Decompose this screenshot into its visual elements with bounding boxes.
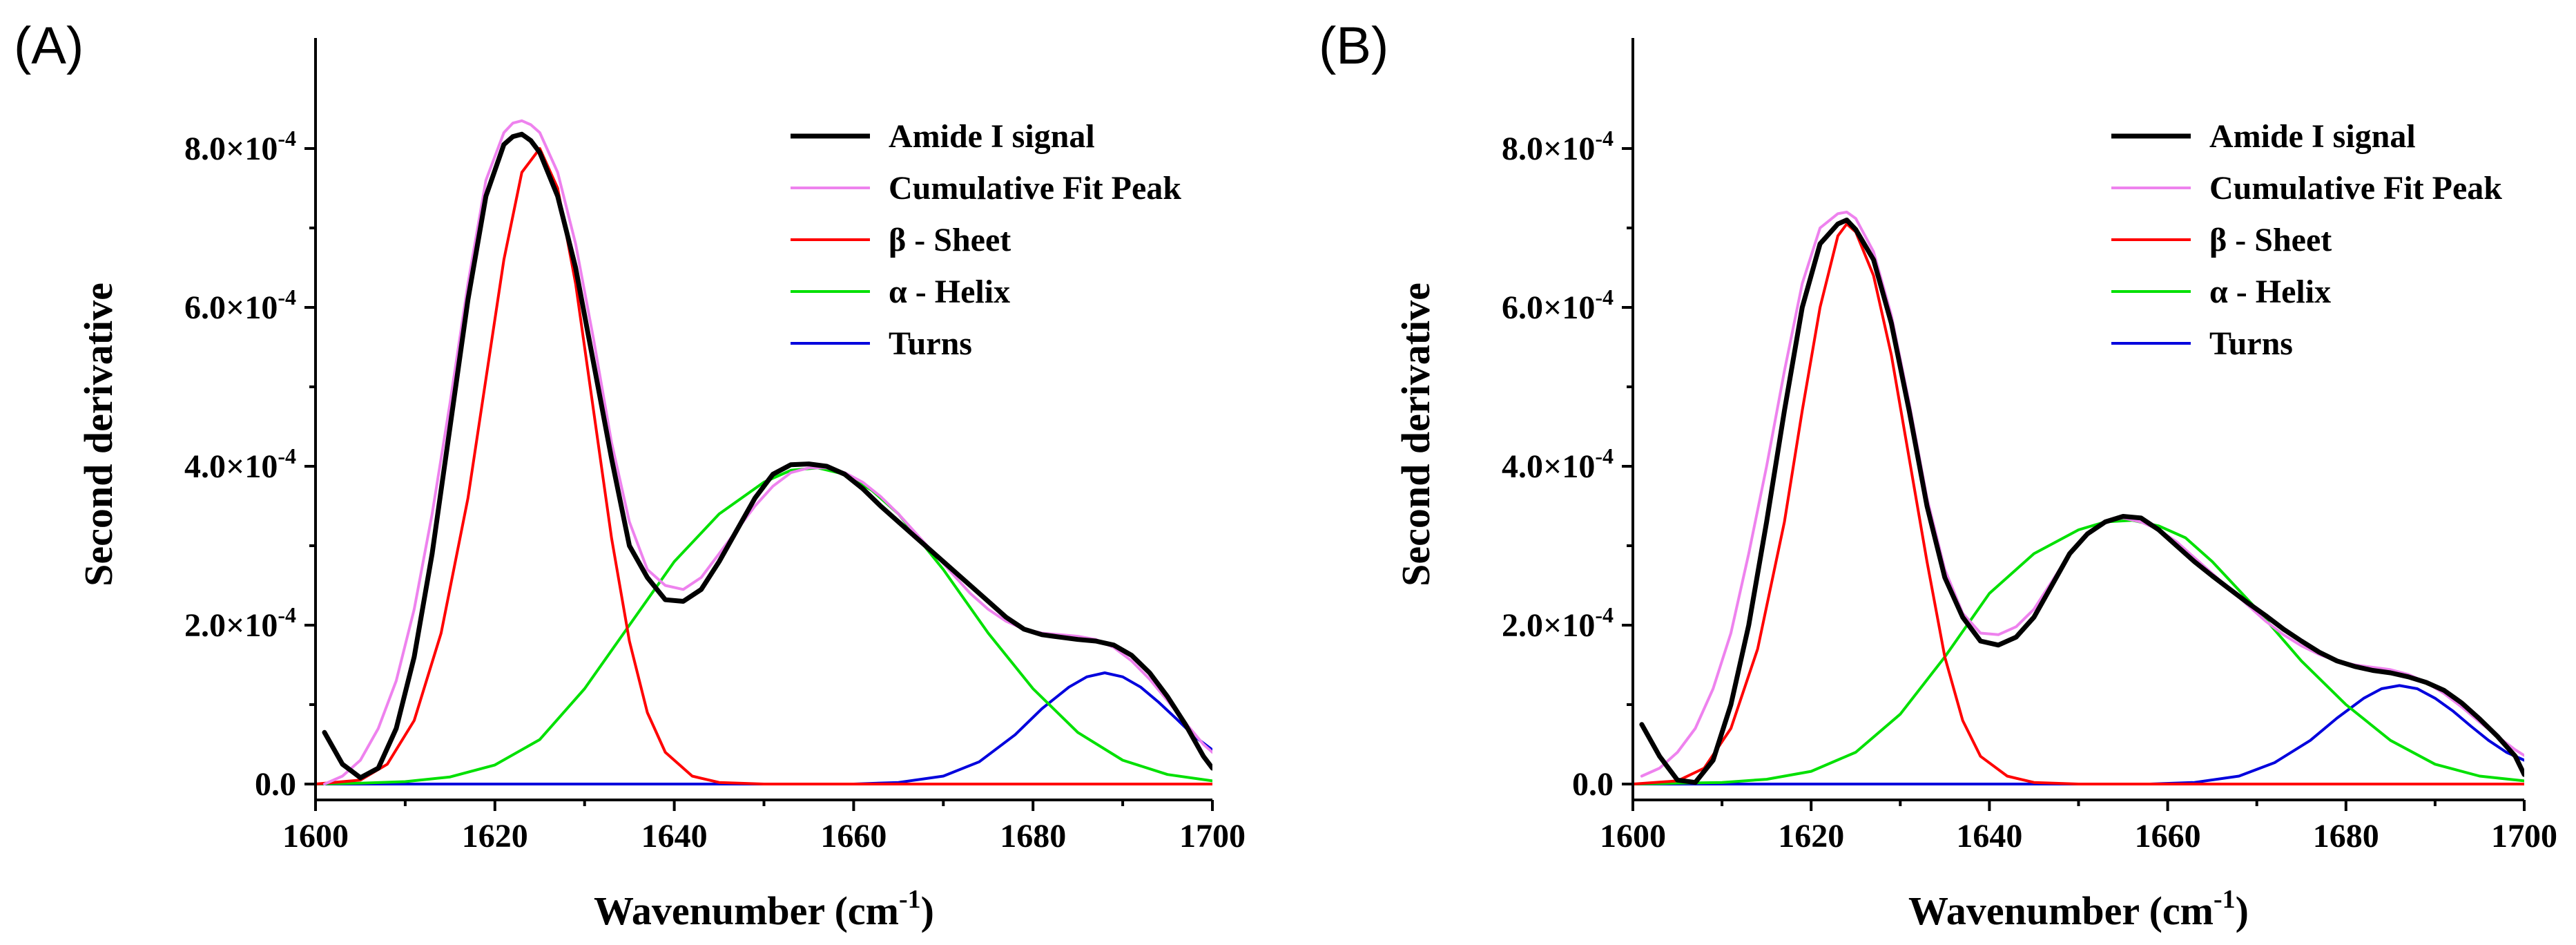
- legend-label: Amide I signal: [889, 118, 1095, 155]
- x-tick-label: 1620: [462, 818, 528, 855]
- x-tick-label: 1600: [1600, 818, 1666, 855]
- chart-panel-a: (A) 1600 1620 1640 1660 1680 1700 0.0 2.0×10-4 4.…: [14, 17, 1246, 933]
- x-tick-label: 1680: [2313, 818, 2379, 855]
- series-line--sheet: [316, 147, 1212, 785]
- chart-panel-b: (B) 1600 1620 1640 1660 1680 1700 0.0 2.0×10-4 4.…: [1319, 17, 2557, 933]
- legend-label: α - Helix: [889, 274, 1010, 310]
- series-line-cumulative-fit-peak: [323, 119, 1212, 785]
- x-tick-label: 1700: [1179, 818, 1246, 855]
- series-line--sheet: [1633, 222, 2524, 785]
- series-line-amide-i-signal: [1639, 218, 2524, 785]
- plot-area: [316, 119, 1212, 785]
- x-tick-label: 1640: [641, 818, 708, 855]
- legend-label: β - Sheet: [889, 222, 1011, 258]
- x-axis-title: Wavenumber (cm-1): [1908, 885, 2249, 933]
- panel-label: (A): [14, 17, 84, 75]
- x-tick-label: 1680: [1000, 818, 1066, 855]
- y-tick-label: 0.0: [1572, 766, 1614, 803]
- legend-label: α - Helix: [2209, 274, 2331, 310]
- series-line--helix: [316, 466, 1212, 785]
- y-axis-title: Second derivative: [76, 283, 121, 586]
- legend: Amide I signal Cumulative Fit Peak β - She…: [2111, 118, 2502, 362]
- x-tick-label: 1640: [1956, 818, 2022, 855]
- series-line-turns: [316, 671, 1212, 785]
- legend-label: Cumulative Fit Peak: [889, 170, 1181, 207]
- series-line-amide-i-signal: [322, 131, 1212, 781]
- x-tick-label: 1660: [2135, 818, 2201, 855]
- legend-label: Cumulative Fit Peak: [2209, 170, 2502, 207]
- series-line-cumulative-fit-peak: [1640, 211, 2524, 778]
- y-tick-label: 8.0×10-4: [1502, 126, 1614, 167]
- y-axis-title: Second derivative: [1393, 283, 1438, 586]
- plot-area: [1633, 211, 2524, 785]
- x-tick-label: 1600: [282, 818, 349, 855]
- y-tick-label: 6.0×10-4: [184, 285, 296, 326]
- x-tick-label: 1660: [820, 818, 887, 855]
- y-tick-label: 4.0×10-4: [184, 443, 296, 485]
- y-tick-label: 6.0×10-4: [1502, 285, 1614, 326]
- legend: Amide I signal Cumulative Fit Peak β - She…: [791, 118, 1181, 362]
- y-tick-label: 4.0×10-4: [1502, 443, 1614, 485]
- y-tick-label: 2.0×10-4: [184, 602, 296, 644]
- panel-label: (B): [1319, 17, 1388, 75]
- y-tick-label: 8.0×10-4: [184, 126, 296, 167]
- series-line--helix: [1633, 519, 2524, 785]
- x-tick-label: 1620: [1778, 818, 1844, 855]
- legend-label: Amide I signal: [2209, 118, 2416, 155]
- legend-label: β - Sheet: [2209, 222, 2332, 258]
- x-tick-label: 1700: [2491, 818, 2557, 855]
- legend-label: Turns: [2209, 325, 2293, 362]
- series-line-turns: [1633, 684, 2524, 785]
- legend-label: Turns: [889, 325, 972, 362]
- x-axis-title: Wavenumber (cm-1): [594, 885, 934, 933]
- y-tick-label: 2.0×10-4: [1502, 602, 1614, 644]
- y-tick-label: 0.0: [255, 766, 296, 803]
